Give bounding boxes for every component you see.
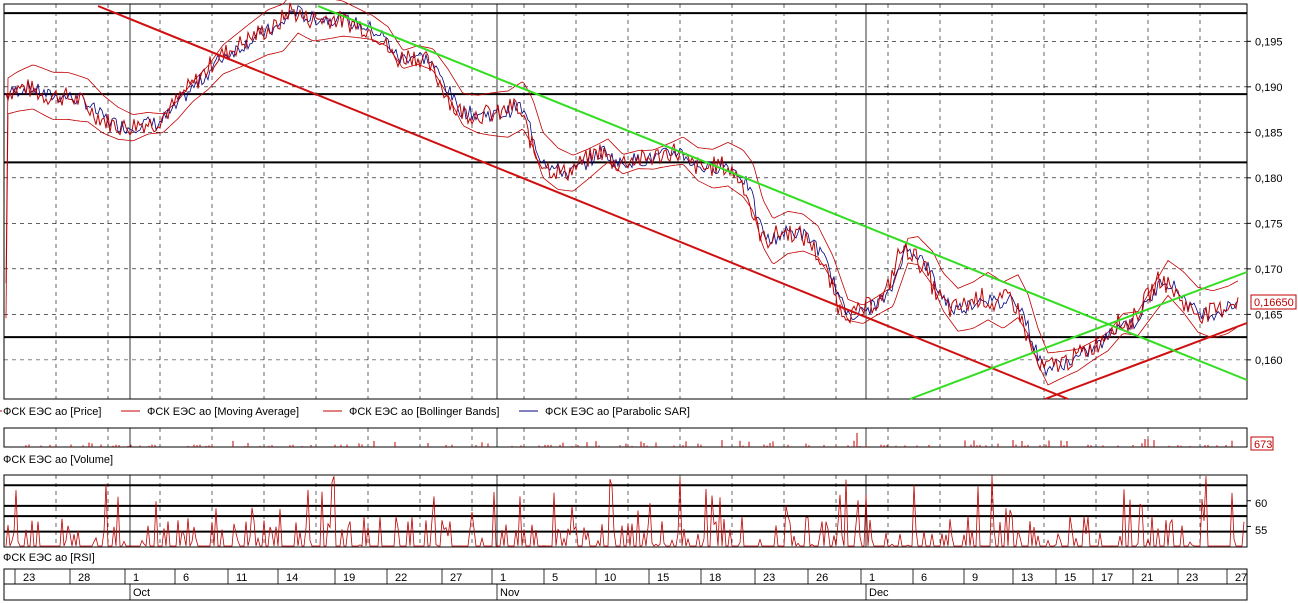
x-day-label: 11 xyxy=(236,572,247,584)
y-tick-label: 0,195 xyxy=(1255,36,1283,48)
y-tick-label: 0,180 xyxy=(1255,173,1283,185)
red-trend-down xyxy=(97,5,1069,400)
rsi-tick-60: 60 xyxy=(1255,498,1267,510)
rsi-title: ФСК ЕЭС ао [RSI] xyxy=(3,552,95,564)
legend-price: ФСК ЕЭС ао [Price] xyxy=(3,406,101,418)
x-day-label: 6 xyxy=(921,572,927,584)
volume-last-badge xyxy=(1250,436,1274,451)
last-price-label: 0,16650 xyxy=(1254,297,1294,309)
x-month-label: Dec xyxy=(869,587,889,599)
price-grid xyxy=(4,4,1247,399)
x-day-label: 15 xyxy=(657,572,669,584)
x-day-label: 23 xyxy=(1186,572,1198,584)
legend-parabolic-sar: ФСК ЕЭС ао [Parabolic SAR] xyxy=(545,406,690,418)
x-axis-days: 23 28 1 6 11 14 19 22 27 1 5 10 15 18 23 26 1 6 9 13 15 17 21 2… xyxy=(14,569,1247,584)
x-day-label: 5 xyxy=(552,572,558,584)
x-day-label: 27 xyxy=(450,572,462,584)
x-day-label: 26 xyxy=(816,572,828,584)
trend-lines xyxy=(97,5,1248,400)
red-trend-up xyxy=(1044,322,1248,400)
volume-last-label: 673 xyxy=(1254,439,1272,451)
price-panel xyxy=(3,3,1248,400)
x-day-label: 13 xyxy=(1021,572,1033,584)
y-tick-label: 0,170 xyxy=(1255,264,1283,276)
y-tick-label: 0,185 xyxy=(1255,127,1283,139)
x-axis-months: Oct Nov Dec xyxy=(129,584,889,600)
x-day-label: 1 xyxy=(869,572,875,584)
y-tick-label: 0,160 xyxy=(1255,355,1283,367)
x-day-label: 28 xyxy=(78,572,90,584)
x-day-label: 15 xyxy=(1064,572,1076,584)
x-day-label: 1 xyxy=(133,572,139,584)
x-day-label: 6 xyxy=(183,572,189,584)
rsi-tick-55: 55 xyxy=(1255,525,1267,537)
green-trend-down xyxy=(317,5,1248,381)
price-legend: ФСК ЕЭС ао [Price] ФСК ЕЭС ао [Moving Av… xyxy=(0,406,690,418)
x-month-label: Nov xyxy=(500,587,520,599)
rsi-series xyxy=(5,475,1245,548)
volume-title: ФСК ЕЭС ао [Volume] xyxy=(3,454,113,466)
x-month-label: Oct xyxy=(133,587,150,599)
x-day-label: 22 xyxy=(395,572,407,584)
x-day-label: 9 xyxy=(972,572,978,584)
price-y-axis: 0,195 0,190 0,185 0,180 0,175 0,170 0,165 0,160 xyxy=(1247,36,1283,367)
x-day-label: 23 xyxy=(763,572,775,584)
green-trend-up xyxy=(909,271,1248,400)
last-price-badge xyxy=(1250,294,1297,310)
x-day-label: 1 xyxy=(500,572,506,584)
x-day-label: 17 xyxy=(1101,572,1113,584)
legend-bollinger: ФСК ЕЭС ао [Bollinger Bands] xyxy=(349,406,499,418)
bollinger-lower xyxy=(5,32,1239,386)
legend-moving-average: ФСК ЕЭС ао [Moving Average] xyxy=(147,406,299,418)
y-tick-label: 0,190 xyxy=(1255,82,1283,94)
x-day-label: 21 xyxy=(1141,572,1153,584)
x-day-label: 27 xyxy=(1235,572,1247,584)
volume-grid xyxy=(55,428,1201,447)
x-day-label: 19 xyxy=(343,572,355,584)
x-day-label: 14 xyxy=(286,572,298,584)
y-tick-label: 0,165 xyxy=(1255,309,1283,321)
y-tick-label: 0,175 xyxy=(1255,218,1283,230)
volume-bars xyxy=(25,433,1233,447)
x-day-label: 10 xyxy=(604,572,616,584)
x-day-label: 18 xyxy=(709,572,721,584)
x-day-label: 23 xyxy=(23,572,35,584)
rsi-line xyxy=(5,475,1245,548)
bollinger-upper xyxy=(5,0,1239,354)
